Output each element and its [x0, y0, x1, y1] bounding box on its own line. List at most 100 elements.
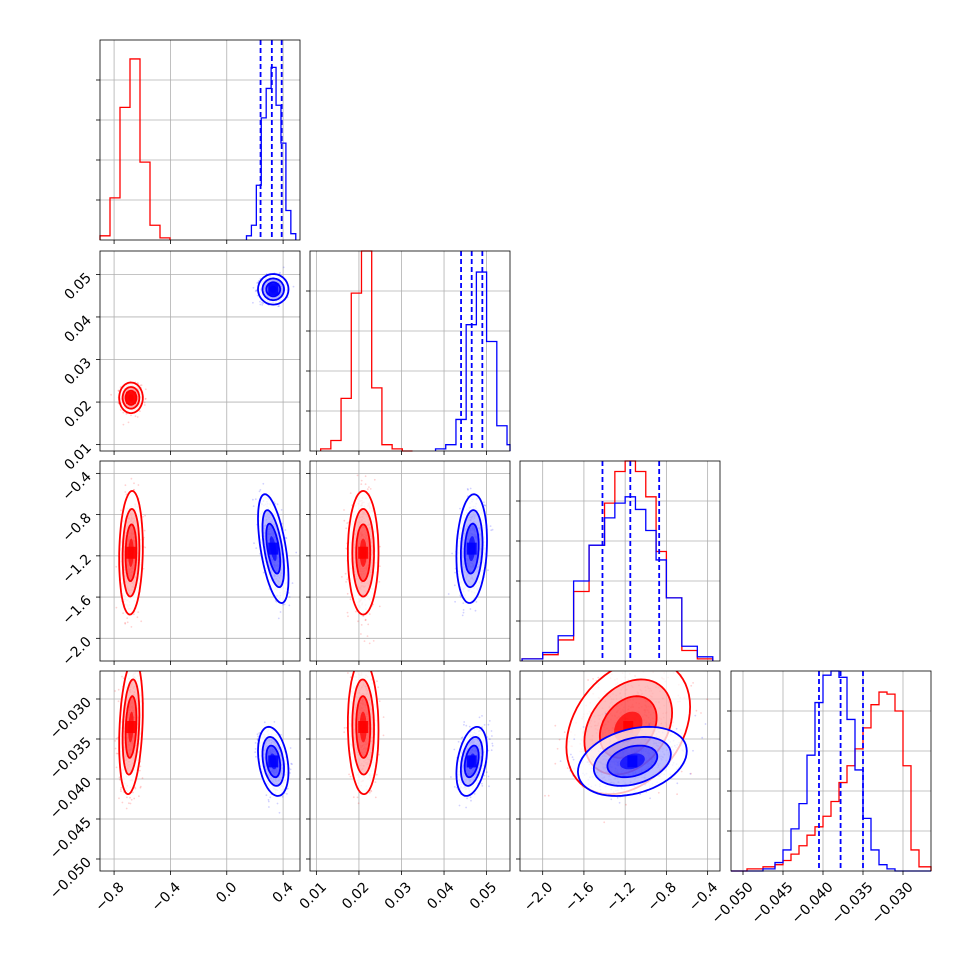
scatter-point-red — [115, 737, 118, 740]
contour-red — [121, 507, 141, 598]
scatter-point-red — [126, 621, 129, 624]
axes-frame-2-0 — [99, 460, 301, 662]
scatter-point-red — [136, 382, 139, 384]
axes-frame-0-0 — [99, 39, 301, 241]
axes-frame-1-1 — [309, 250, 511, 452]
scatter-point-red — [125, 413, 128, 415]
axes-frame-2-1 — [309, 460, 511, 662]
scatter-point-blue — [276, 503, 279, 506]
scatter-point-red — [143, 529, 146, 532]
contour-red — [124, 389, 138, 406]
y-tick-label: −0.4 — [59, 469, 94, 504]
scatter-point-red — [343, 519, 346, 522]
y-tick-label: −2.0 — [59, 634, 94, 669]
axes-box-1-1 — [310, 251, 510, 451]
scatter-point-red — [142, 567, 145, 570]
scatter-point-red — [360, 633, 362, 635]
scatter-point-blue — [252, 286, 255, 289]
scatter-point-red — [144, 398, 147, 400]
scatter-point-red — [138, 644, 140, 646]
scatter-point-blue — [261, 301, 263, 304]
histogram-blue-0 — [245, 66, 297, 240]
scatter-point-red — [368, 486, 370, 488]
contour-red — [118, 489, 144, 616]
scatter-point-red — [356, 474, 359, 477]
scatter-point-blue — [467, 488, 469, 491]
scatter-point-red — [360, 483, 363, 485]
scatter-point-red — [137, 611, 140, 613]
axes-box-2-2 — [520, 461, 720, 661]
scatter-point-red — [122, 423, 125, 426]
scatter-point-blue — [255, 289, 258, 292]
scatter-point-blue — [475, 601, 478, 603]
scatter-point-blue — [447, 593, 450, 595]
y-tick-label: 0.05 — [61, 270, 94, 303]
scatter-point-red — [366, 635, 369, 637]
scatter-point-red — [117, 752, 119, 755]
scatter-point-red — [117, 700, 120, 703]
scatter-point-red — [120, 786, 123, 789]
scatter-point-red — [124, 622, 126, 624]
scatter-point-blue — [254, 290, 257, 293]
scatter-point-red — [139, 384, 142, 387]
scatter-point-blue — [288, 596, 291, 598]
y-tick-label: 0.02 — [61, 398, 94, 431]
scatter-point-red — [140, 384, 143, 386]
scatter-point-red — [129, 802, 132, 805]
scatter-point-red — [134, 632, 136, 634]
scatter-point-blue — [491, 528, 494, 531]
scatter-point-red — [144, 397, 147, 400]
scatter-point-red — [120, 790, 122, 793]
histogram-red-1 — [319, 250, 413, 452]
scatter-point-red — [139, 769, 141, 772]
scatter-point-blue — [256, 294, 259, 297]
scatter-point-blue — [282, 266, 285, 269]
density-peak-red — [358, 546, 369, 559]
scatter-point-red — [130, 414, 132, 417]
scatter-point-red — [119, 409, 122, 411]
scatter-point-red — [349, 598, 352, 601]
contour-red — [347, 489, 380, 616]
scatter-point-blue — [277, 617, 280, 620]
scatter-point-red — [126, 796, 128, 799]
scatter-point-blue — [461, 614, 464, 617]
scatter-point-blue — [459, 594, 462, 597]
scatter-point-red — [369, 488, 372, 490]
scatter-point-red — [345, 581, 347, 583]
scatter-point-red — [129, 796, 131, 799]
scatter-point-red — [130, 798, 133, 801]
density-peak-blue — [268, 283, 279, 296]
density-peak-red — [125, 391, 136, 404]
y-tick-label: 0.04 — [61, 312, 94, 345]
scatter-point-red — [115, 752, 118, 755]
scatter-point-red — [345, 527, 348, 530]
scatter-point-blue — [489, 525, 492, 527]
scatter-point-red — [126, 617, 129, 619]
y-tick-label: −1.2 — [59, 551, 94, 586]
scatter-point-blue — [277, 305, 280, 308]
scatter-point-blue — [262, 571, 265, 574]
contour-red — [118, 381, 144, 414]
scatter-point-blue — [462, 611, 465, 614]
scatter-point-red — [373, 478, 376, 481]
scatter-point-red — [134, 666, 136, 668]
scatter-point-blue — [255, 547, 258, 549]
scatter-point-blue — [259, 489, 262, 491]
contour-red — [355, 523, 372, 583]
scatter-point-red — [132, 791, 134, 794]
contour-blue — [460, 509, 484, 588]
scatter-point-red — [122, 411, 125, 414]
scatter-point-red — [141, 777, 144, 780]
scatter-point-red — [134, 653, 136, 655]
scatter-point-blue — [288, 604, 291, 607]
scatter-panel-2-0 — [115, 477, 298, 628]
scatter-point-blue — [280, 509, 283, 511]
scatter-point-blue — [255, 289, 258, 292]
scatter-point-red — [349, 492, 352, 494]
scatter-point-red — [110, 393, 112, 396]
scatter-point-red — [368, 642, 371, 645]
scatter-point-red — [357, 620, 359, 623]
scatter-point-red — [139, 410, 141, 413]
scatter-point-blue — [261, 304, 264, 306]
